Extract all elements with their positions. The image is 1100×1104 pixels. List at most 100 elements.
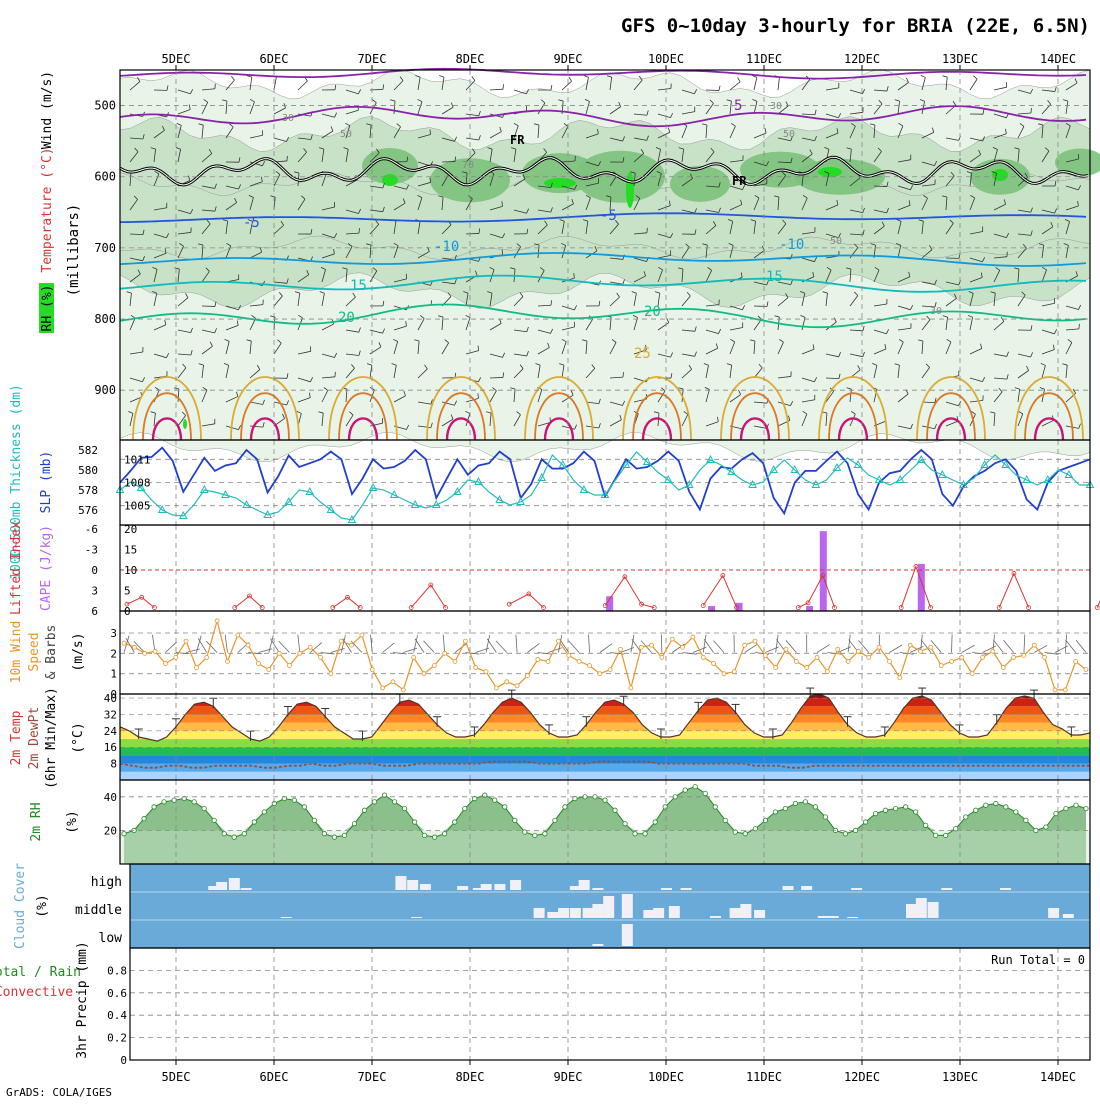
wind-speed-marker: [215, 619, 219, 623]
wind-speed-marker: [805, 666, 809, 670]
rh2m-marker: [994, 801, 998, 805]
surface-wind-barb: [465, 653, 479, 655]
rh2m-marker: [1064, 806, 1068, 810]
date-label-top: 14DEC: [1040, 52, 1076, 66]
rh2m-marker: [242, 832, 246, 836]
surface-wind-barb: [1076, 640, 1086, 653]
wind-barb-flag: [231, 76, 234, 80]
cloud-bar: [801, 886, 812, 890]
surface-wind-barb: [703, 635, 706, 653]
temp-band: [120, 714, 1090, 722]
date-label-top: 11DEC: [746, 52, 782, 66]
surface-wind-barb: [225, 635, 227, 653]
wind-speed-marker: [184, 639, 188, 643]
surface-wind-barb: [486, 635, 490, 652]
surface-wind-barb: [393, 653, 407, 654]
freezing-label: FR: [510, 133, 525, 147]
cloud-bar: [681, 888, 692, 890]
wind-speed-marker: [391, 680, 395, 684]
wind-speed-marker: [970, 672, 974, 676]
wind-speed-marker: [587, 664, 591, 668]
rh2m-marker: [813, 805, 817, 809]
li-tick: -6: [85, 523, 98, 536]
date-label-top: 6DEC: [260, 52, 289, 66]
cloud-bar: [411, 917, 422, 918]
minmax-label: (6hr Min/Max): [44, 687, 59, 789]
wind-speed-marker: [370, 668, 374, 672]
rh2m-marker: [262, 810, 266, 814]
cloud-level-label: low: [99, 931, 123, 946]
surface-wind-barb: [962, 645, 975, 652]
rh2m-marker: [332, 835, 336, 839]
wind-speed-marker: [277, 651, 281, 655]
rh-saturated-blob: [544, 178, 576, 188]
rh-saturated-blob: [992, 169, 1008, 181]
wind-speed-marker: [918, 649, 922, 653]
surface-wind-barb: [258, 649, 272, 653]
wind-barb-flag: [942, 76, 947, 77]
wind-tick: 3: [110, 627, 117, 640]
cloud-level-label: high: [91, 875, 122, 890]
wind-speed-marker: [225, 659, 229, 663]
rh2m-marker: [663, 805, 667, 809]
cloud-bar: [906, 904, 917, 918]
cloud-bar: [241, 888, 252, 890]
wind-speed-marker: [474, 666, 478, 670]
wind10m-label: 10m Wind: [9, 621, 24, 684]
wind-speed-marker: [536, 657, 540, 661]
surface-wind-barb: [704, 639, 714, 652]
cape-tick: 5: [124, 585, 131, 598]
surface-wind-barb: [713, 641, 723, 653]
cloud-unit-label: (%): [35, 894, 50, 917]
thickness-tick: 580: [78, 464, 98, 477]
wind-speed-marker: [722, 672, 726, 676]
rh2m-marker: [984, 803, 988, 807]
cloud-bar: [579, 880, 590, 890]
li-line: [999, 573, 1028, 607]
wind-speed-marker: [1063, 688, 1067, 692]
rh-moist-blob: [670, 166, 730, 202]
surface-wind-barb: [415, 639, 424, 653]
surface-wind-barb: [443, 635, 444, 653]
rh2m-marker: [192, 800, 196, 804]
cloud-bar: [783, 886, 794, 890]
cloud-bar: [851, 888, 862, 890]
run-total: Run Total = 0: [991, 953, 1085, 967]
cloud-bar: [592, 888, 603, 890]
rh2m-marker: [793, 801, 797, 805]
rh2m-marker: [342, 833, 346, 837]
rh2m-marker: [913, 810, 917, 814]
thickness-marker: [243, 501, 250, 508]
cloud-bar: [494, 884, 505, 890]
li-axis-label: Lifted Index: [9, 521, 24, 615]
rh-contour-label: 70: [462, 160, 474, 171]
li-marker: [701, 604, 705, 608]
rh2m-marker: [613, 808, 617, 812]
rh2m-marker: [863, 820, 867, 824]
surface-wind-barb: [1024, 635, 1025, 653]
wind-speed-marker: [991, 649, 995, 653]
rh2m-marker: [162, 800, 166, 804]
rh2m-marker: [593, 795, 597, 799]
wind-speed-marker: [153, 649, 157, 653]
rh2m-marker: [543, 832, 547, 836]
cloud-bar: [281, 917, 292, 918]
wind-speed-marker: [319, 655, 323, 659]
rh2m-marker: [222, 832, 226, 836]
li-tick: 3: [91, 585, 98, 598]
wind-speed-marker: [1053, 688, 1057, 692]
rh2m-marker: [1034, 828, 1038, 832]
cloud-bar: [828, 916, 839, 918]
surface-wind-barb: [186, 649, 200, 652]
cloud-bar: [592, 904, 603, 918]
wind-tick: 2: [110, 647, 117, 660]
wind-barb-flag: [439, 76, 444, 78]
rh2m-marker: [352, 821, 356, 825]
wind-speed-marker: [929, 645, 933, 649]
wind-speed-marker: [256, 661, 260, 665]
slp-axis-label: SLP (mb): [39, 451, 54, 514]
cloud-bar: [510, 880, 521, 890]
cloud-bar: [653, 908, 664, 918]
li-marker: [358, 606, 362, 610]
rh2m-marker: [252, 820, 256, 824]
